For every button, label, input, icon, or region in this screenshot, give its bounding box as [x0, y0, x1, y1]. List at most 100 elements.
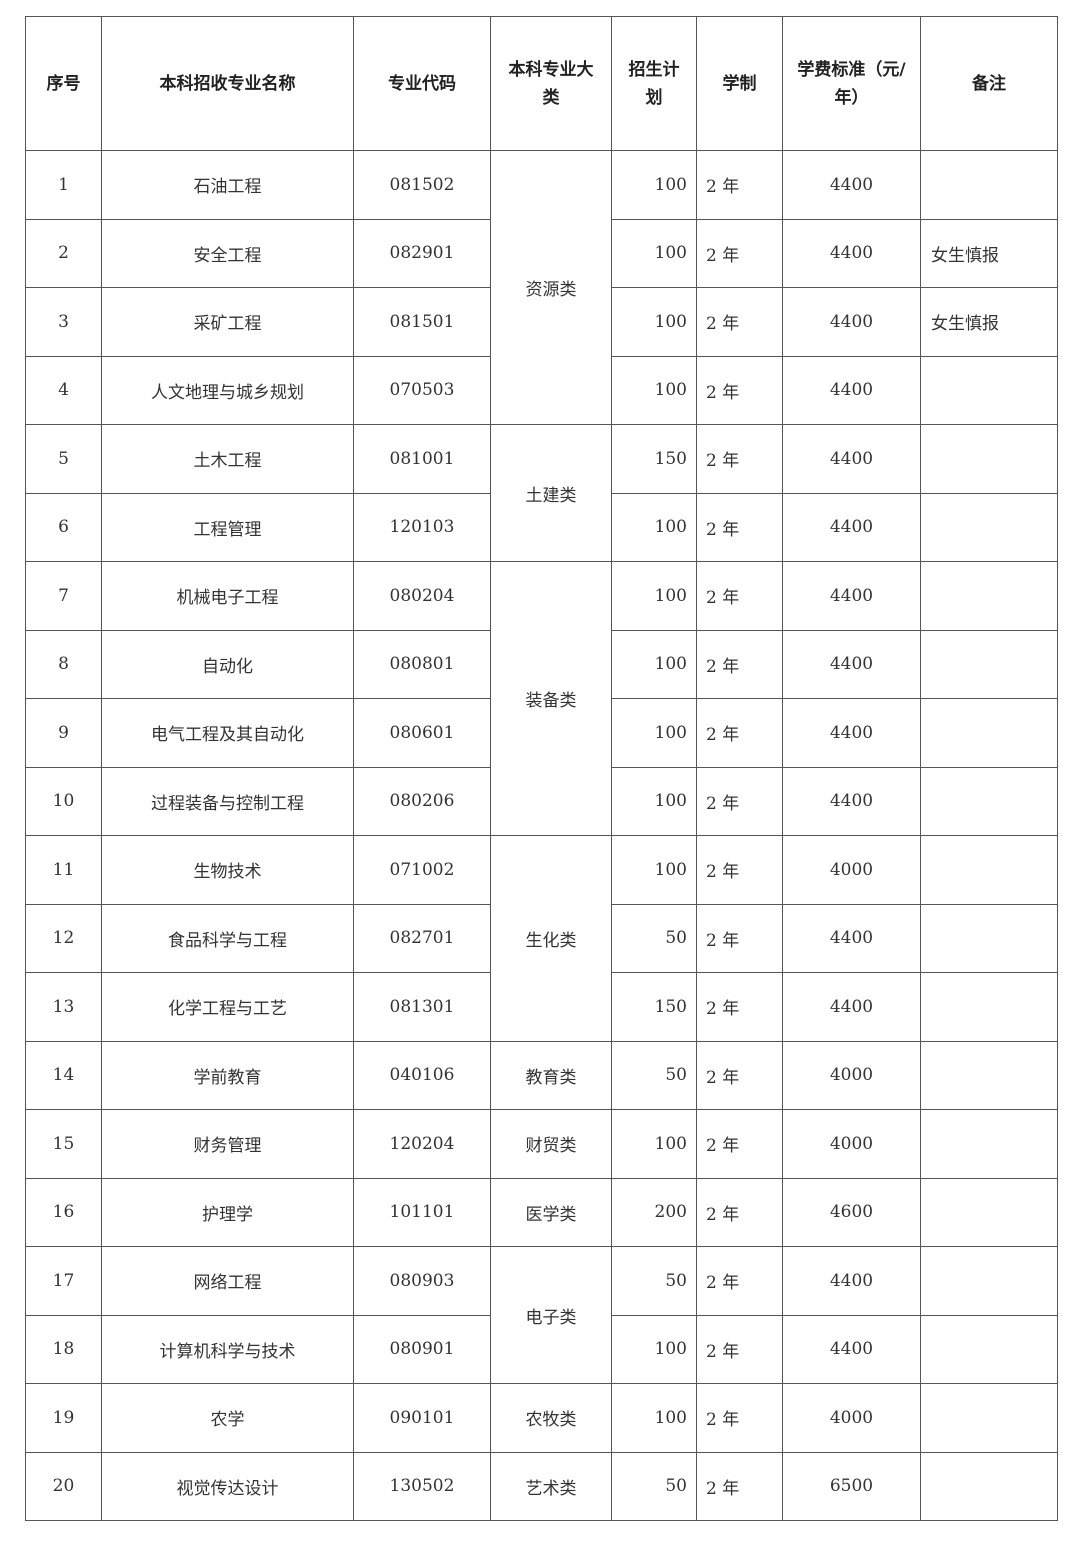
- major-code: 071002: [353, 835, 491, 905]
- table-row: 18 计算机科学与技术 080901 100 2 年 4400: [25, 1314, 1058, 1384]
- header-row: 序号 本科招收专业名称 专业代码 本科专业大类 招生计划 学制 学费标准（元/年…: [25, 16, 1058, 151]
- table-row: 5 土木工程 081001 土建类 150 2 年 4400: [25, 424, 1058, 562]
- study-duration: 2 年: [696, 150, 783, 220]
- major-category: 电子类: [490, 1246, 612, 1384]
- enrollment-plan: 50: [611, 1040, 697, 1110]
- major-category: 医学类: [490, 1177, 612, 1247]
- table-row: 19 农学 090101 农牧类 100 2 年 4000: [25, 1383, 1058, 1453]
- row-number: 8: [25, 629, 102, 699]
- remark: [920, 1314, 1058, 1384]
- major-code: 080206: [353, 766, 491, 836]
- major-name: 护理学: [101, 1177, 354, 1247]
- row-number: 20: [25, 1451, 102, 1521]
- tuition-fee: 4400: [782, 355, 921, 425]
- row-number: 15: [25, 1109, 102, 1179]
- major-name: 自动化: [101, 629, 354, 699]
- study-duration: 2 年: [696, 561, 783, 631]
- remark: [920, 1383, 1058, 1453]
- enrollment-plan: 100: [611, 561, 697, 631]
- remark: [920, 1246, 1058, 1316]
- row-number: 14: [25, 1040, 102, 1110]
- table-row: 8 自动化 080801 100 2 年 4400: [25, 629, 1058, 699]
- enrollment-plan: 100: [611, 835, 697, 905]
- header-fee: 学费标准（元/年）: [782, 16, 921, 151]
- major-category: 教育类: [490, 1040, 612, 1110]
- row-number: 12: [25, 903, 102, 973]
- major-code: 080204: [353, 561, 491, 631]
- tuition-fee: 4400: [782, 561, 921, 631]
- row-number: 4: [25, 355, 102, 425]
- tuition-fee: 4000: [782, 1109, 921, 1179]
- major-category: 农牧类: [490, 1383, 612, 1453]
- major-name: 土木工程: [101, 424, 354, 494]
- major-code: 081502: [353, 150, 491, 220]
- header-duration: 学制: [696, 16, 783, 151]
- study-duration: 2 年: [696, 1451, 783, 1521]
- table-row: 12 食品科学与工程 082701 50 2 年 4400: [25, 903, 1058, 973]
- major-code: 101101: [353, 1177, 491, 1247]
- major-code: 082701: [353, 903, 491, 973]
- major-category: 生化类: [490, 835, 612, 1042]
- table-row: 4 人文地理与城乡规划 070503 100 2 年 4400: [25, 355, 1058, 425]
- row-number: 7: [25, 561, 102, 631]
- tuition-fee: 4400: [782, 903, 921, 973]
- study-duration: 2 年: [696, 1177, 783, 1247]
- enrollment-plan: 100: [611, 492, 697, 562]
- row-number: 17: [25, 1246, 102, 1316]
- remark: [920, 903, 1058, 973]
- major-code: 090101: [353, 1383, 491, 1453]
- enrollment-plan: 100: [611, 355, 697, 425]
- enrollment-plan: 50: [611, 1451, 697, 1521]
- table-row: 10 过程装备与控制工程 080206 100 2 年 4400: [25, 766, 1058, 836]
- enrollment-plan: 50: [611, 1246, 697, 1316]
- row-number: 6: [25, 492, 102, 562]
- enrollment-plan: 100: [611, 1109, 697, 1179]
- remark: [920, 972, 1058, 1042]
- study-duration: 2 年: [696, 355, 783, 425]
- study-duration: 2 年: [696, 1109, 783, 1179]
- remark: [920, 698, 1058, 768]
- header-major-code: 专业代码: [353, 16, 491, 151]
- study-duration: 2 年: [696, 766, 783, 836]
- table-row: 17 网络工程 080903 电子类 50 2 年 4400: [25, 1246, 1058, 1384]
- header-major-name: 本科招收专业名称: [101, 16, 354, 151]
- study-duration: 2 年: [696, 218, 783, 288]
- tuition-fee: 4400: [782, 1246, 921, 1316]
- study-duration: 2 年: [696, 835, 783, 905]
- remark: [920, 1177, 1058, 1247]
- study-duration: 2 年: [696, 287, 783, 357]
- row-number: 16: [25, 1177, 102, 1247]
- tuition-fee: 4400: [782, 629, 921, 699]
- header-no: 序号: [25, 16, 102, 151]
- tuition-fee: 4400: [782, 972, 921, 1042]
- major-name: 计算机科学与技术: [101, 1314, 354, 1384]
- major-code: 070503: [353, 355, 491, 425]
- admission-plan-table: 序号 本科招收专业名称 专业代码 本科专业大类 招生计划 学制 学费标准（元/年…: [25, 16, 1058, 1521]
- row-number: 5: [25, 424, 102, 494]
- major-category: 财贸类: [490, 1109, 612, 1179]
- major-code: 040106: [353, 1040, 491, 1110]
- remark: [920, 629, 1058, 699]
- major-category: 艺术类: [490, 1451, 612, 1521]
- header-plan: 招生计划: [611, 16, 697, 151]
- row-number: 1: [25, 150, 102, 220]
- tuition-fee: 4400: [782, 766, 921, 836]
- remark: [920, 150, 1058, 220]
- major-name: 人文地理与城乡规划: [101, 355, 354, 425]
- tuition-fee: 6500: [782, 1451, 921, 1521]
- major-category: 资源类: [490, 150, 612, 425]
- major-name: 采矿工程: [101, 287, 354, 357]
- row-number: 11: [25, 835, 102, 905]
- study-duration: 2 年: [696, 972, 783, 1042]
- major-name: 工程管理: [101, 492, 354, 562]
- major-code: 130502: [353, 1451, 491, 1521]
- tuition-fee: 4400: [782, 218, 921, 288]
- tuition-fee: 4400: [782, 150, 921, 220]
- enrollment-plan: 50: [611, 903, 697, 973]
- major-name: 石油工程: [101, 150, 354, 220]
- major-code: 080903: [353, 1246, 491, 1316]
- major-name: 安全工程: [101, 218, 354, 288]
- table-row: 9 电气工程及其自动化 080601 100 2 年 4400: [25, 698, 1058, 768]
- table-row: 1 石油工程 081502 资源类 100 2 年 4400: [25, 150, 1058, 425]
- study-duration: 2 年: [696, 629, 783, 699]
